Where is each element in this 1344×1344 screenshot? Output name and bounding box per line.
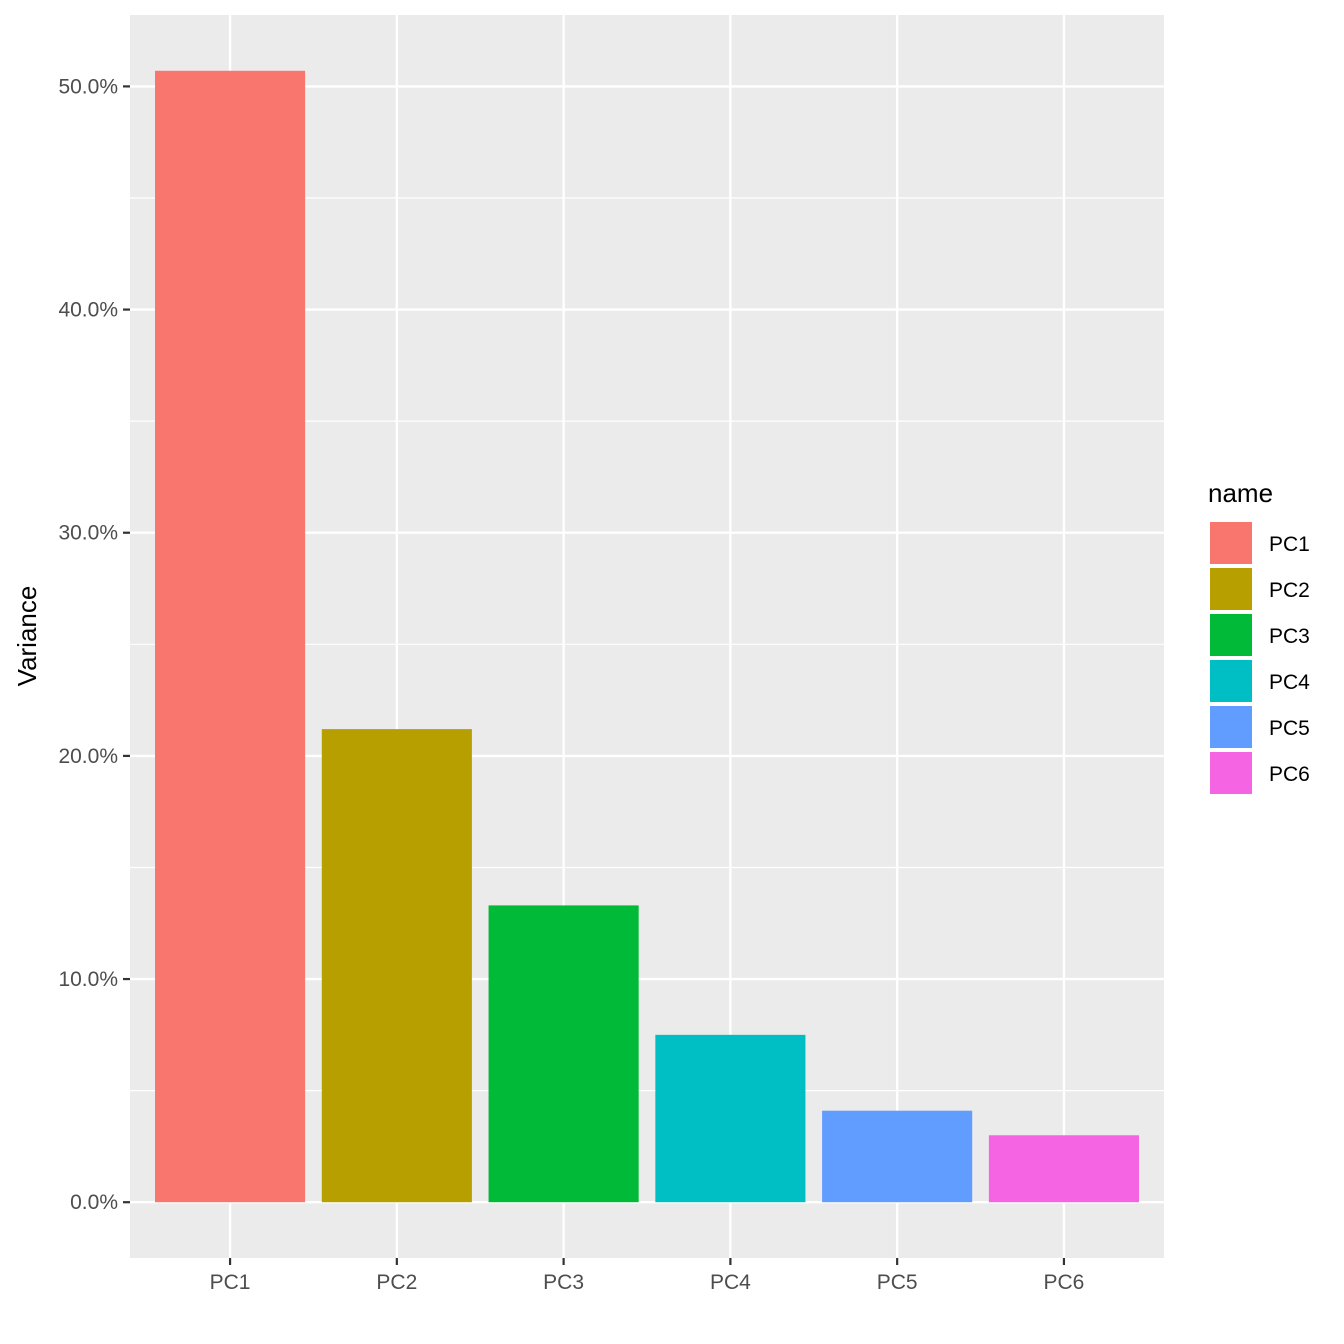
legend-label-pc1: PC1 [1269,533,1310,556]
legend-label-pc6: PC6 [1269,763,1310,786]
legend-key-pc6 [1210,752,1252,794]
legend-key-pc2 [1210,568,1252,610]
legend: name PC1 PC2 PC3 PC4 PC5 PC6 [1208,478,1310,794]
legend-label-pc5: PC5 [1269,717,1310,740]
bar-pc1 [155,70,306,1203]
legend-key-pc5 [1210,706,1252,748]
legend-label-pc2: PC2 [1269,579,1310,602]
y-tick-label: 0.0% [70,1191,118,1214]
y-axis-title: Variance [12,586,42,687]
y-tick-label: 30.0% [58,522,118,545]
x-tick-label: PC1 [210,1271,251,1294]
y-tick-label: 20.0% [58,745,118,768]
bars [155,70,1139,1203]
x-tick-label: PC2 [376,1271,417,1294]
legend-key-pc3 [1210,614,1252,656]
bar-pc6 [988,1135,1139,1203]
x-tick-label: PC6 [1044,1271,1085,1294]
legend-label-pc4: PC4 [1269,671,1310,694]
bar-pc5 [822,1110,973,1203]
y-tick-label: 50.0% [58,75,118,98]
legend-key-pc4 [1210,660,1252,702]
x-axis: PC1 PC2 PC3 PC4 PC5 PC6 [210,1258,1085,1294]
y-axis: 0.0% 10.0% 20.0% 30.0% 40.0% 50.0% [58,75,130,1214]
legend-label-pc3: PC3 [1269,625,1310,648]
legend-key-pc1 [1210,522,1252,564]
bar-pc4 [655,1034,806,1203]
y-tick-label: 40.0% [58,299,118,322]
x-tick-label: PC4 [710,1271,751,1294]
y-tick-label: 10.0% [58,968,118,991]
bar-pc2 [321,729,472,1203]
bar-pc3 [488,905,639,1203]
x-tick-label: PC5 [877,1271,918,1294]
x-tick-label: PC3 [543,1271,584,1294]
legend-title: name [1208,478,1273,508]
